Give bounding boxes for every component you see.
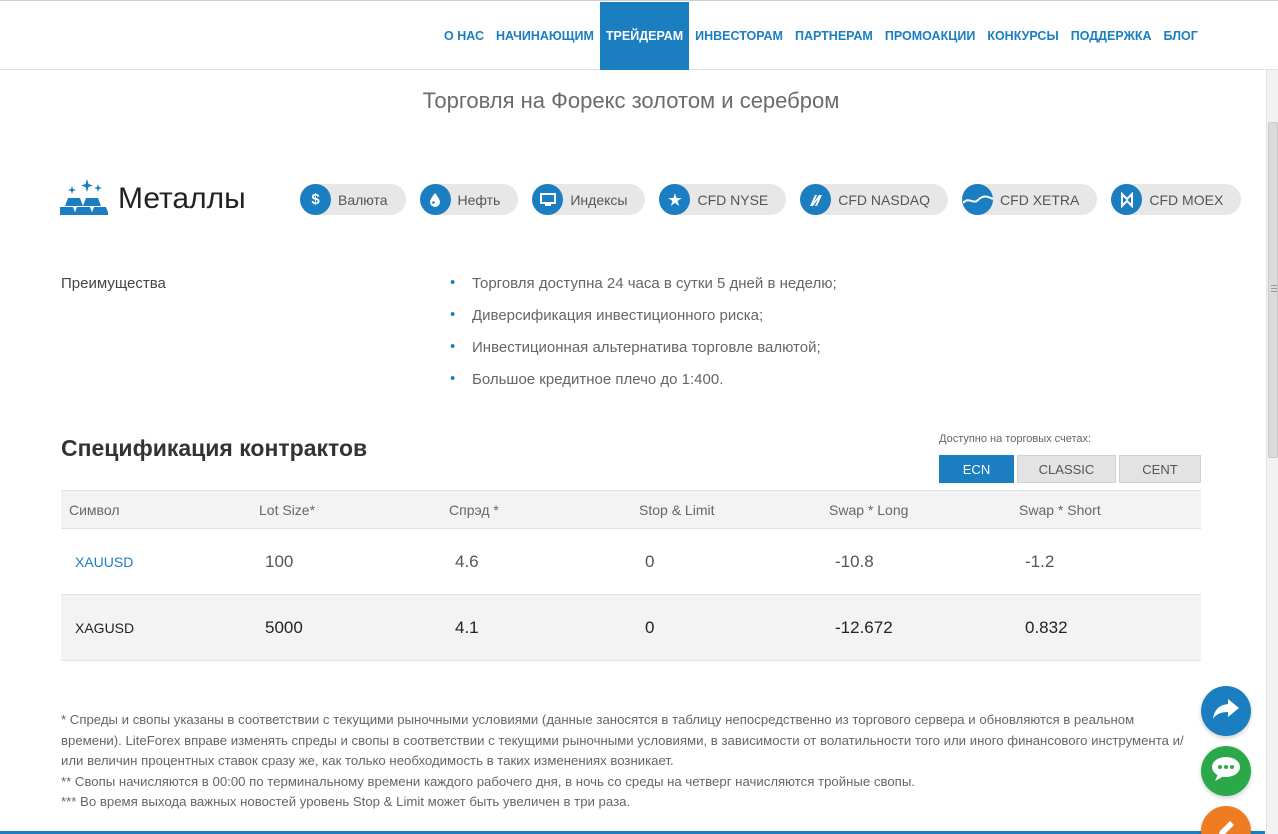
bottom-accent-line bbox=[0, 831, 1265, 834]
col-lot-size: Lot Size* bbox=[251, 490, 441, 529]
gold-bars-icon bbox=[57, 176, 109, 216]
list-item: Инвестиционная альтернатива торговле вал… bbox=[450, 338, 837, 371]
available-accounts-label: Доступно на торговых счетах: bbox=[939, 433, 1092, 445]
table-row: XAGUSD 5000 4.1 0 -12.672 0.832 bbox=[61, 594, 1201, 661]
category-label: Валюта bbox=[338, 191, 388, 208]
footnote-spreads: * Спреды и свопы указаны в соответствии … bbox=[61, 712, 1184, 768]
category-label: CFD NYSE bbox=[697, 191, 769, 208]
category-cfd-nasdaq[interactable]: CFD NASDAQ bbox=[800, 184, 949, 215]
star-icon: ★ bbox=[659, 184, 691, 215]
swap-long-cell: -12.672 bbox=[821, 594, 1011, 661]
category-label: CFD MOEX bbox=[1149, 191, 1224, 208]
col-swap-short: Swap * Short bbox=[1011, 490, 1201, 529]
category-tabs: $ Валюта Нефть Индексы ★ CFD NYSE CFD NA… bbox=[300, 184, 1255, 215]
tab-classic[interactable]: CLASSIC bbox=[1017, 455, 1116, 483]
spec-title: Спецификация контрактов bbox=[61, 435, 368, 461]
oil-drop-icon bbox=[419, 184, 451, 215]
lot-size-cell: 100 bbox=[251, 528, 441, 595]
chat-bubble-icon bbox=[1210, 755, 1242, 788]
top-edge-line bbox=[0, 0, 1278, 1]
category-oil[interactable]: Нефть bbox=[419, 184, 519, 215]
section-title: Металлы bbox=[118, 182, 246, 215]
wave-icon bbox=[962, 184, 994, 215]
scrollbar-thumb[interactable] bbox=[1268, 122, 1278, 458]
tab-ecn[interactable]: ECN bbox=[939, 455, 1014, 483]
dollar-icon: $ bbox=[300, 184, 331, 215]
category-cfd-xetra[interactable]: CFD XETRA bbox=[962, 184, 1098, 215]
tab-cent[interactable]: CENT bbox=[1119, 455, 1201, 483]
nav-item-support[interactable]: ПОДДЕРЖКА bbox=[1070, 29, 1152, 43]
spread-cell: 4.1 bbox=[441, 594, 631, 661]
page-title: Торговля на Форекс золотом и серебром bbox=[422, 88, 840, 113]
nav-item-traders[interactable]: ТРЕЙДЕРАМ bbox=[599, 2, 690, 70]
nav-item-blog[interactable]: БЛОГ bbox=[1163, 29, 1198, 43]
main-nav: О НАС НАЧИНАЮЩИМ ТРЕЙДЕРАМ ИНВЕСТОРАМ ПА… bbox=[438, 2, 1204, 70]
share-button[interactable] bbox=[1201, 686, 1251, 736]
symbol-link[interactable]: XAGUSD bbox=[61, 594, 251, 661]
nav-item-promo[interactable]: ПРОМОАКЦИИ bbox=[884, 29, 976, 43]
swap-short-cell: 0.832 bbox=[1011, 594, 1201, 661]
category-label: CFD XETRA bbox=[1000, 191, 1080, 208]
category-currency[interactable]: $ Валюта bbox=[300, 184, 406, 215]
chat-button[interactable] bbox=[1201, 746, 1251, 796]
spec-table: Символ Lot Size* Спрэд * Stop & Limit Sw… bbox=[61, 490, 1201, 661]
col-spread: Спрэд * bbox=[441, 490, 631, 529]
nav-item-about[interactable]: О НАС bbox=[444, 29, 484, 43]
nasdaq-icon bbox=[800, 184, 832, 215]
list-item: Большое кредитное плечо до 1:400. bbox=[450, 370, 837, 403]
pencil-icon bbox=[1214, 817, 1238, 834]
vertical-scrollbar[interactable] bbox=[1266, 70, 1278, 834]
footnote-stop-limit: *** Во время выхода важных новостей уров… bbox=[61, 794, 631, 809]
category-indices[interactable]: Индексы bbox=[532, 184, 646, 215]
category-cfd-moex[interactable]: CFD MOEX bbox=[1111, 184, 1242, 215]
advantages-list: Торговля доступна 24 часа в сутки 5 дней… bbox=[450, 274, 837, 403]
symbol-link[interactable]: XAUUSD bbox=[61, 528, 251, 595]
moex-icon bbox=[1111, 184, 1143, 215]
swap-short-cell: -1.2 bbox=[1011, 528, 1201, 595]
top-navbar: О НАС НАЧИНАЮЩИМ ТРЕЙДЕРАМ ИНВЕСТОРАМ ПА… bbox=[0, 0, 1278, 70]
list-item: Диверсификация инвестиционного риска; bbox=[450, 306, 837, 339]
monitor-icon bbox=[532, 184, 564, 215]
edit-button[interactable] bbox=[1201, 806, 1251, 834]
footnote-swaps: ** Свопы начисляются в 00:00 по терминал… bbox=[61, 773, 915, 789]
lot-size-cell: 5000 bbox=[251, 594, 441, 661]
share-arrow-icon bbox=[1211, 697, 1241, 726]
col-swap-long: Swap * Long bbox=[821, 490, 1011, 529]
category-label: Нефть bbox=[457, 191, 501, 208]
swap-long-cell: -10.8 bbox=[821, 528, 1011, 595]
col-stop-limit: Stop & Limit bbox=[631, 490, 821, 529]
nav-item-contests[interactable]: КОНКУРСЫ bbox=[987, 29, 1059, 43]
nav-item-partners[interactable]: ПАРТНЕРАМ bbox=[794, 29, 873, 43]
spread-cell: 4.6 bbox=[441, 528, 631, 595]
advantages-label: Преимущества bbox=[61, 275, 166, 292]
category-cfd-nyse[interactable]: ★ CFD NYSE bbox=[659, 184, 787, 215]
stop-limit-cell: 0 bbox=[631, 528, 821, 595]
stop-limit-cell: 0 bbox=[631, 594, 821, 661]
col-symbol: Символ bbox=[61, 490, 251, 529]
category-label: Индексы bbox=[570, 191, 628, 208]
footnotes: * Спреды и свопы указаны в соответствии … bbox=[61, 710, 1197, 813]
scrollbar-grip-icon bbox=[1271, 285, 1277, 292]
table-row: XAUUSD 100 4.6 0 -10.8 -1.2 bbox=[61, 528, 1201, 595]
category-label: CFD NASDAQ bbox=[838, 191, 931, 208]
nav-item-beginners[interactable]: НАЧИНАЮЩИМ bbox=[495, 29, 594, 43]
account-tabs: ECN CLASSIC CENT bbox=[939, 455, 1204, 483]
table-header-row: Символ Lot Size* Спрэд * Stop & Limit Sw… bbox=[61, 490, 1201, 529]
nav-item-investors[interactable]: ИНВЕСТОРАМ bbox=[695, 29, 783, 43]
list-item: Торговля доступна 24 часа в сутки 5 дней… bbox=[450, 274, 837, 307]
